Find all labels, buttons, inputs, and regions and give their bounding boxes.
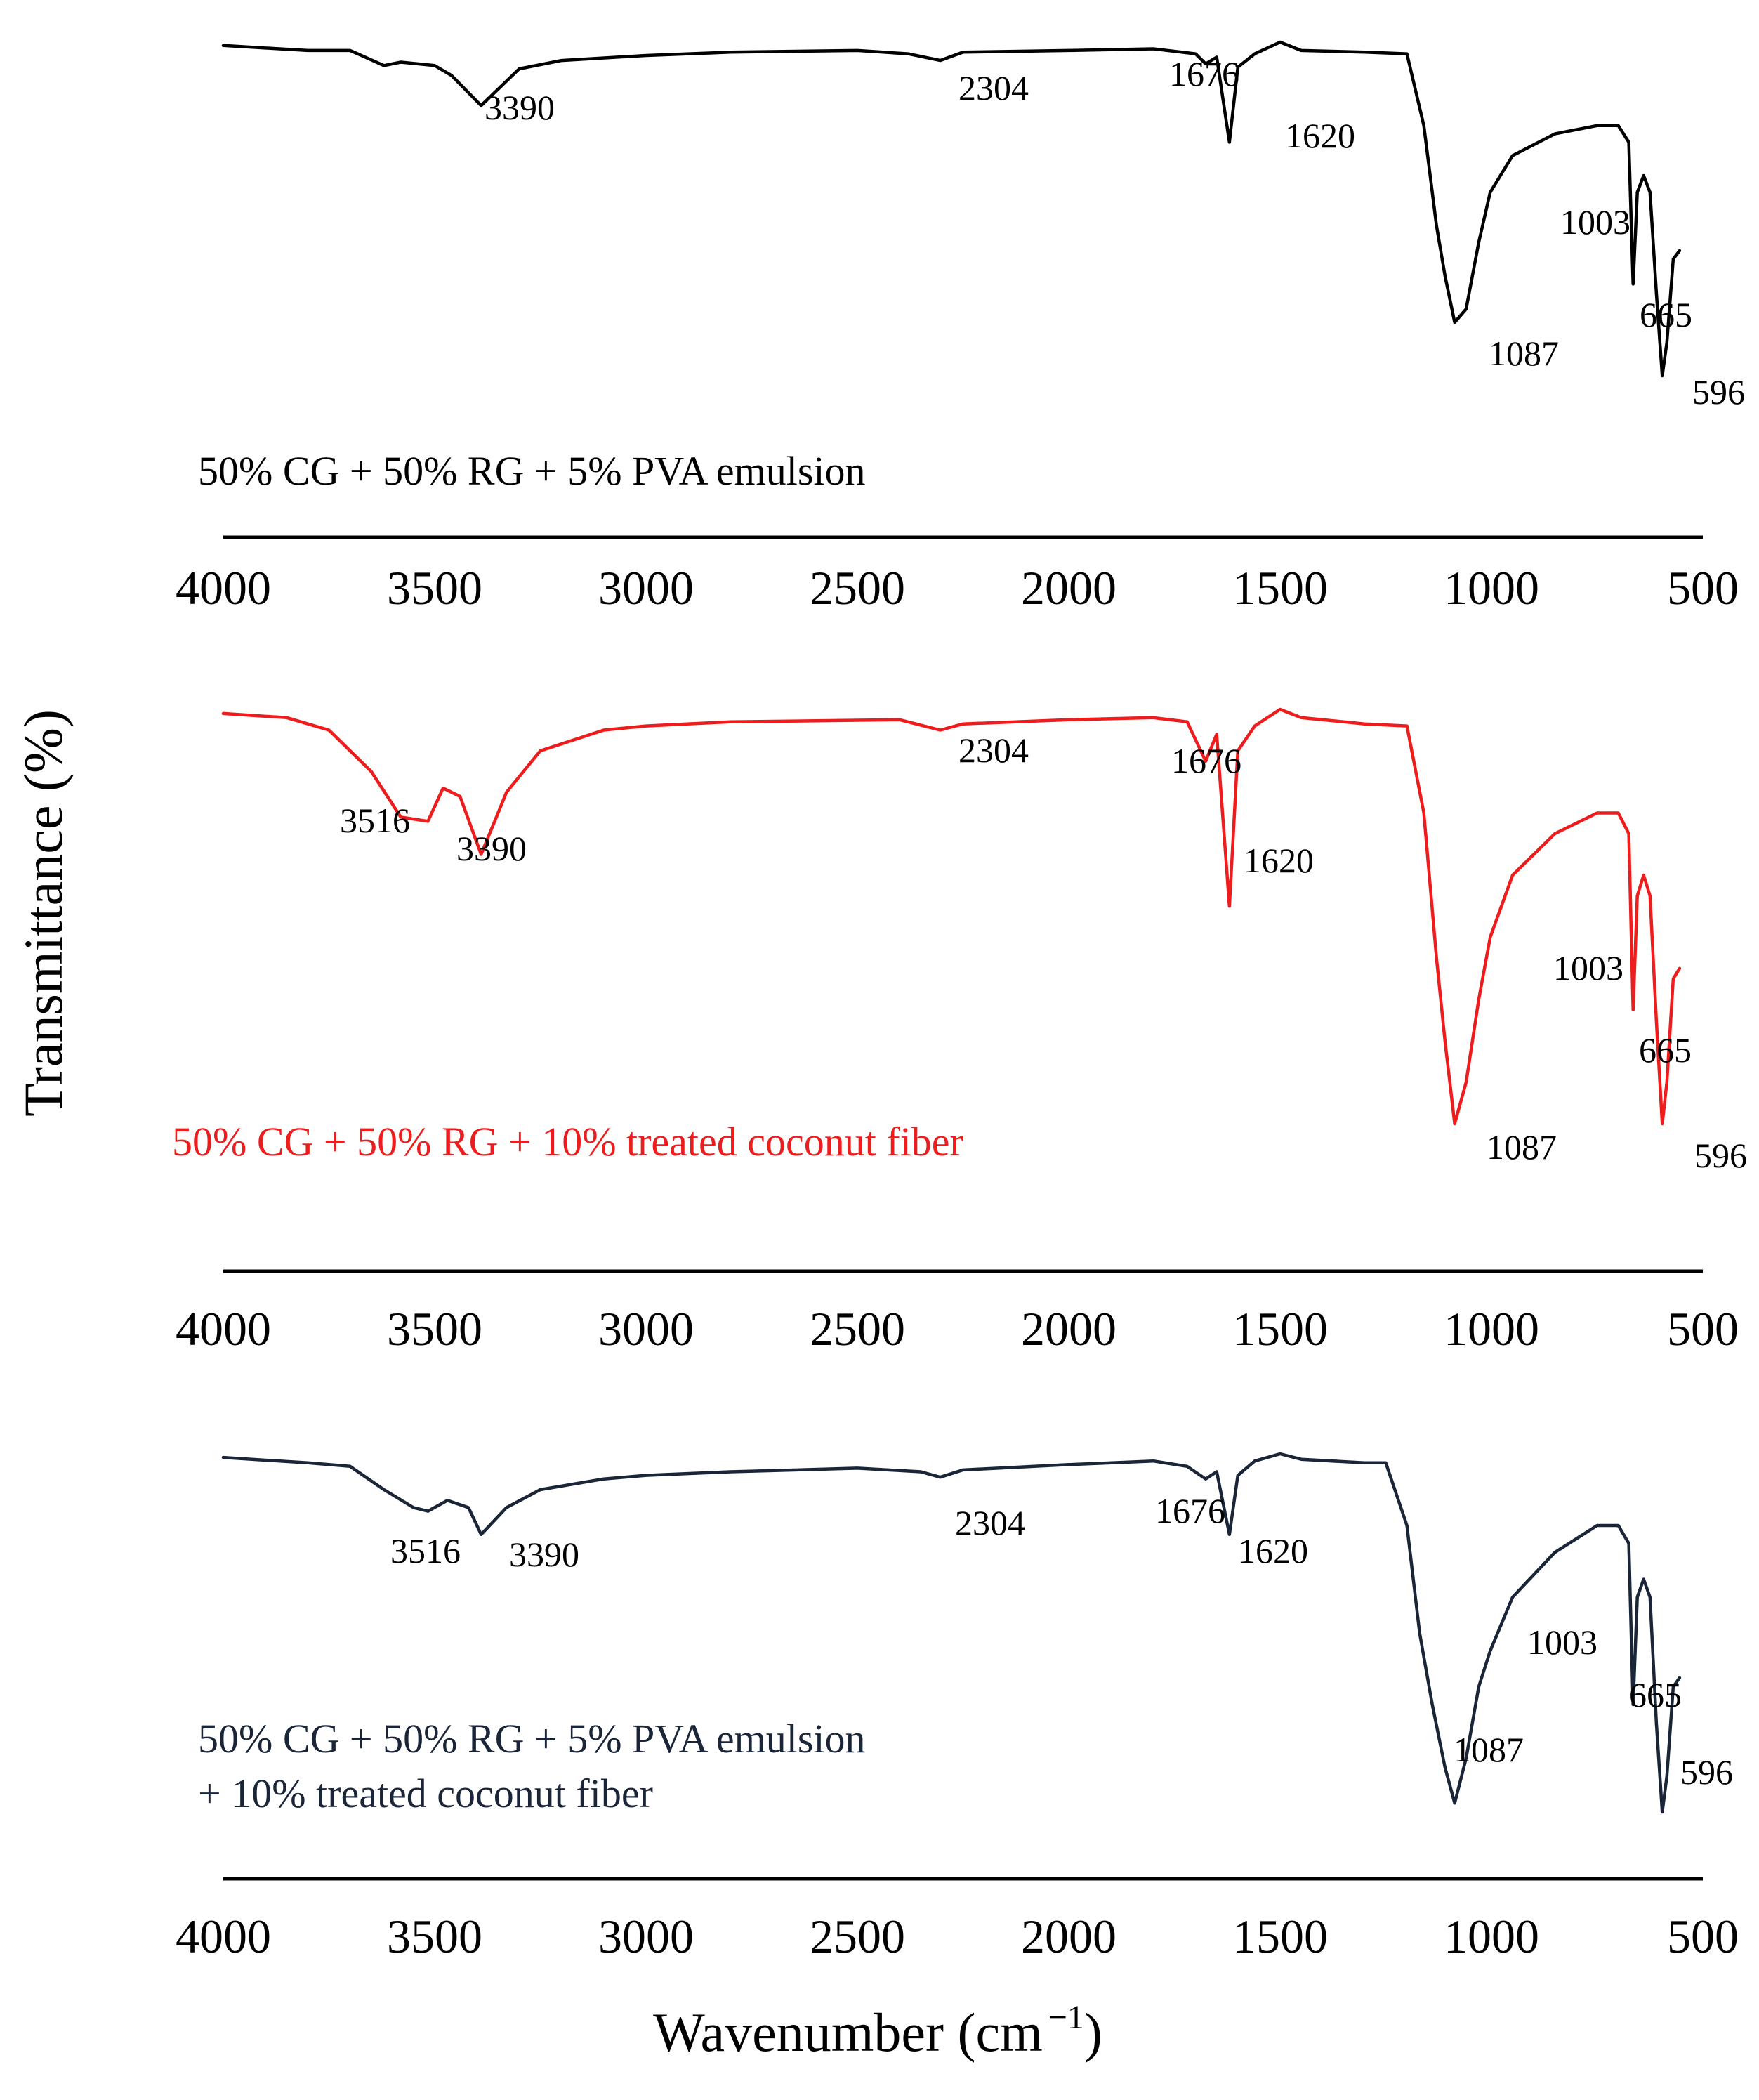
x-tick-label-1500: 1500 [1232, 561, 1328, 615]
panel-3-sample-label: 50% CG + 50% RG + 5% PVA emulsion [198, 1716, 866, 1761]
x-tick-label-1000: 1000 [1444, 1910, 1539, 1963]
peak-label-3390: 3390 [509, 1535, 579, 1574]
x-axis-title-text: Wavenumber (cm [653, 2002, 1043, 2063]
peak-label-1003: 1003 [1560, 202, 1630, 242]
x-tick-label-500: 500 [1667, 1302, 1739, 1356]
x-tick-label-3000: 3000 [598, 561, 694, 615]
x-axis-title: Wavenumber (cm −1) [653, 1999, 1102, 2063]
y-axis-title: Transmittance (%) [13, 709, 74, 1117]
panel-1-sample-label: 50% CG + 50% RG + 5% PVA emulsion [198, 448, 866, 494]
x-tick-label-3000: 3000 [598, 1302, 694, 1356]
x-tick-label-2500: 2500 [810, 561, 905, 615]
peak-label-665: 665 [1640, 295, 1692, 334]
peak-label-3516: 3516 [340, 801, 410, 840]
x-tick-label-1500: 1500 [1232, 1302, 1328, 1356]
peak-label-596: 596 [1694, 1136, 1747, 1175]
x-tick-label-2000: 2000 [1021, 1910, 1116, 1963]
peak-label-1087: 1087 [1489, 334, 1559, 373]
peak-label-2304: 2304 [955, 1503, 1025, 1542]
peak-label-3390: 3390 [485, 88, 555, 127]
peak-label-665: 665 [1639, 1030, 1692, 1070]
peak-label-2304: 2304 [958, 68, 1029, 107]
x-axis-title-exponent: −1 [1048, 1999, 1084, 2036]
x-tick-label-500: 500 [1667, 1910, 1739, 1963]
panel-2-spectrum-line [221, 707, 1682, 1126]
panel-2-sample-label: 50% CG + 50% RG + 10% treated coconut fi… [172, 1119, 963, 1164]
x-tick-label-3500: 3500 [387, 561, 482, 615]
x-tick-label-4000: 4000 [176, 561, 271, 615]
peak-label-1620: 1620 [1238, 1531, 1308, 1570]
peak-label-1003: 1003 [1553, 948, 1623, 987]
x-tick-label-1000: 1000 [1444, 561, 1539, 615]
x-tick-label-500: 500 [1667, 561, 1739, 615]
x-tick-label-2500: 2500 [810, 1302, 905, 1356]
panel-3-spectrum-line [221, 1452, 1682, 1814]
peak-label-1087: 1087 [1454, 1730, 1524, 1769]
peak-label-596: 596 [1680, 1752, 1733, 1792]
peak-label-1676: 1676 [1169, 54, 1239, 93]
x-tick-label-3500: 3500 [387, 1302, 482, 1356]
peak-label-665: 665 [1629, 1675, 1682, 1714]
peak-label-1087: 1087 [1487, 1127, 1557, 1167]
x-tick-label-3500: 3500 [387, 1910, 482, 1963]
peak-label-1003: 1003 [1527, 1622, 1597, 1662]
x-tick-label-4000: 4000 [176, 1302, 271, 1356]
panel-3-sample-label: + 10% treated coconut fiber [198, 1771, 653, 1816]
panel-2: 3516 3390 2304 1676 1620 1003 1087 665 596 50% CG… [172, 707, 1747, 1356]
peak-label-1620: 1620 [1244, 841, 1314, 880]
x-tick-label-3000: 3000 [598, 1910, 694, 1963]
peak-label-1676: 1676 [1171, 741, 1241, 780]
peak-label-1620: 1620 [1285, 116, 1355, 155]
peak-label-596: 596 [1692, 372, 1745, 412]
x-tick-label-2500: 2500 [810, 1910, 905, 1963]
peak-label-1676: 1676 [1155, 1491, 1225, 1530]
x-tick-label-2000: 2000 [1021, 1302, 1116, 1356]
x-tick-label-2000: 2000 [1021, 561, 1116, 615]
peak-label-3390: 3390 [456, 829, 527, 868]
x-tick-label-1000: 1000 [1444, 1302, 1539, 1356]
panel-1-spectrum-line [221, 40, 1682, 378]
panel-3: 3516 3390 2304 1676 1620 1003 1087 665 596 50% CG… [176, 1452, 1739, 1963]
x-tick-label-4000: 4000 [176, 1910, 271, 1963]
x-tick-label-1500: 1500 [1232, 1910, 1328, 1963]
peak-label-2304: 2304 [958, 730, 1029, 770]
x-axis-title-close: ) [1084, 2002, 1102, 2063]
peak-label-3516: 3516 [390, 1531, 461, 1570]
